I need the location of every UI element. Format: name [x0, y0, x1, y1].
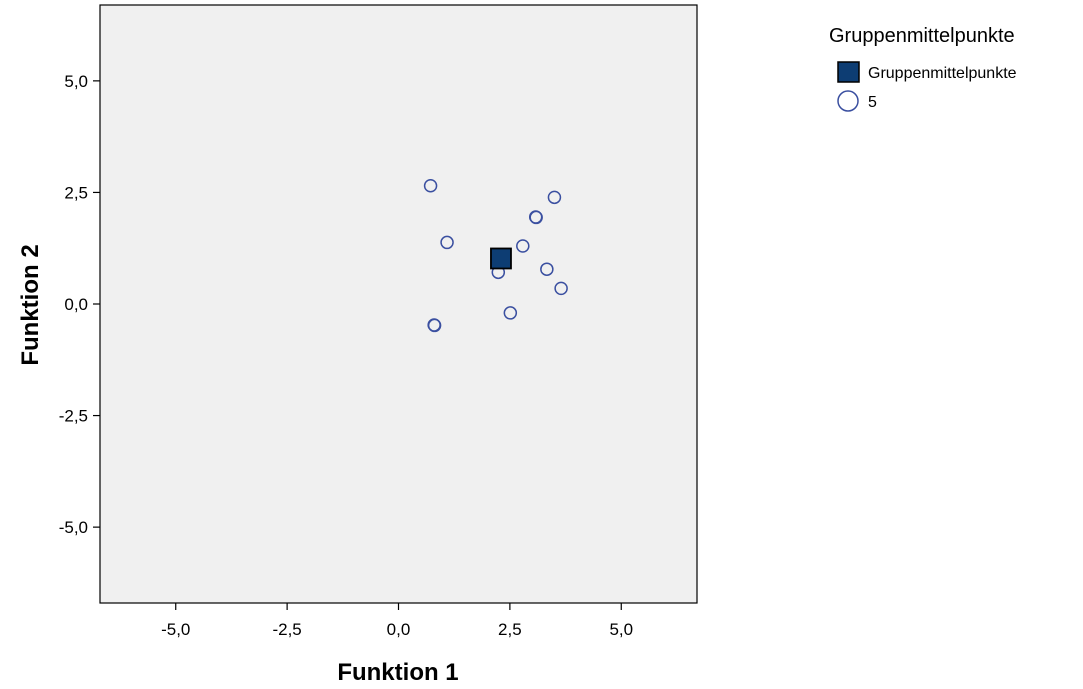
data-point [547, 190, 562, 205]
legend-label-group-5: 5 [868, 94, 877, 111]
data-point [503, 306, 518, 320]
y-tick-label: 0,0 [64, 295, 88, 314]
data-points [423, 178, 568, 333]
legend-square-marker [837, 61, 860, 83]
x-axis-title: Funktion 1 [337, 659, 458, 686]
y-tick-label: 2,5 [64, 183, 88, 202]
legend-label-centroids: Gruppenmittelpunkte [868, 65, 1017, 82]
data-point [427, 318, 442, 333]
plot-area [99, 4, 698, 604]
data-point [540, 262, 554, 276]
legend-title: Gruppenmittelpunkte [829, 25, 1015, 47]
data-point [554, 281, 568, 296]
group-centroid-marker [490, 247, 512, 270]
x-axis-ticks: -5,0 -2,5 0,0 2,5 5,0 [161, 603, 633, 639]
legend: Gruppenmittelpunkte Gruppenmittelpunkte … [829, 25, 1017, 112]
x-tick-label: 2,5 [498, 620, 522, 639]
x-tick-label: 0,0 [387, 620, 411, 639]
y-tick-label: -5,0 [59, 518, 88, 537]
x-tick-label: 5,0 [609, 620, 633, 639]
x-tick-label: -2,5 [272, 620, 301, 639]
data-point [529, 210, 543, 225]
y-axis-title: Funktion 2 [17, 244, 44, 365]
data-point [423, 178, 438, 193]
x-tick-label: -5,0 [161, 620, 190, 639]
data-point [516, 239, 530, 253]
legend-circle-marker [837, 90, 859, 112]
y-axis-ticks: -5,0 -2,5 0,0 2,5 5,0 [59, 72, 100, 537]
data-point [440, 235, 454, 250]
y-tick-label: 5,0 [64, 72, 88, 91]
y-tick-label: -2,5 [59, 407, 88, 426]
